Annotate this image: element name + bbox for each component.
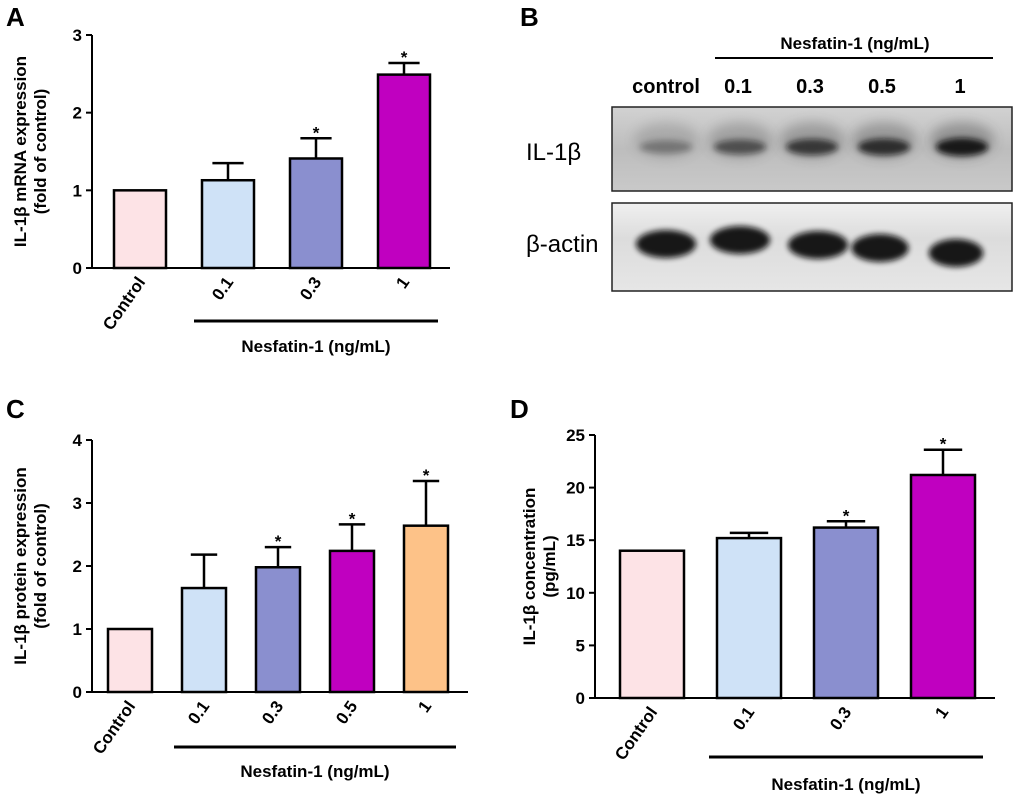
y-axis-label-line: (fold of control) <box>31 89 50 215</box>
y-axis-label-line: (pg/mL) <box>540 535 559 597</box>
y-axis-label: IL-1β protein expression(fold of control… <box>11 467 50 664</box>
blot-band-actin-3 <box>851 234 909 262</box>
x-tick-label: 0.1 <box>184 697 213 727</box>
western-blot-panel: Nesfatin-1 (ng/mL) control 0.1 0.3 0.5 1 IL-… <box>526 34 1013 292</box>
bar-0.1 <box>180 586 228 694</box>
chart-panel-a: 0 1 2 3 IL-1β mRNA expression(fold of contro… <box>11 26 450 356</box>
blot-lane-label-0: control <box>632 76 700 98</box>
panel-letter-a: A <box>6 2 25 32</box>
blot-lane-label-2: 0.3 <box>796 76 824 98</box>
x-tick-label: 0.3 <box>258 697 287 727</box>
group-label: Nesfatin-1 (ng/mL) <box>240 762 389 781</box>
bar-1 <box>402 524 450 694</box>
y-tick-label: 3 <box>73 26 82 45</box>
bar-0.3 <box>254 566 302 694</box>
x-tick-label: 0.3 <box>826 703 855 733</box>
y-tick-label: 1 <box>73 620 82 639</box>
y-axis-label-line: IL-1β mRNA expression <box>11 56 30 247</box>
x-tick-label: 0.1 <box>729 703 758 733</box>
blot-band-il1b-1 <box>714 139 766 155</box>
y-axis-label: IL-1β mRNA expression(fold of control) <box>11 56 50 247</box>
significance-star: * <box>275 532 282 551</box>
blot-band-il1b-0 <box>640 140 692 154</box>
y-tick-label: 5 <box>576 636 585 655</box>
y-tick-label: 10 <box>566 584 585 603</box>
bar-0.5 <box>328 549 376 694</box>
x-tick-label: 0.1 <box>208 273 237 303</box>
x-tick-label: Control <box>611 703 661 763</box>
y-tick-label: 15 <box>566 531 585 550</box>
blot-band-il1b-2 <box>786 139 838 155</box>
y-tick-label: 4 <box>73 431 83 450</box>
bar-control <box>112 189 168 270</box>
bar-control <box>106 627 154 694</box>
significance-star: * <box>313 123 320 142</box>
bar-0.1 <box>715 536 783 700</box>
blot-band-actin-2 <box>788 231 848 259</box>
bar-1 <box>909 473 977 700</box>
panel-letter-c: C <box>6 394 25 424</box>
blot-lane-label-1: 0.1 <box>724 76 752 98</box>
blot-group-label: Nesfatin-1 (ng/mL) <box>780 34 929 53</box>
blot-row-label-actin: β-actin <box>526 231 599 258</box>
significance-star: * <box>423 466 430 485</box>
blot-bands <box>634 122 994 267</box>
y-tick-label: 20 <box>566 479 585 498</box>
panel-letter-d: D <box>510 394 529 424</box>
blot-lane-label-3: 0.5 <box>868 76 896 98</box>
x-tick-label: 1 <box>931 703 952 722</box>
blot-lane-labels: control 0.1 0.3 0.5 1 <box>632 76 965 98</box>
group-label: Nesfatin-1 (ng/mL) <box>771 775 920 794</box>
bar-0.3 <box>812 526 880 700</box>
blot-band-il1b-3 <box>858 138 910 156</box>
blot-band-il1b-4 <box>936 138 988 156</box>
chart-panel-c: 0 1 2 3 4 IL-1β protein expression(fold of co… <box>11 431 468 781</box>
blot-band-actin-1 <box>710 226 770 254</box>
significance-star: * <box>349 509 356 528</box>
y-axis-label: IL-1β concentration(pg/mL) <box>520 488 559 646</box>
bar-0.3 <box>288 157 344 270</box>
bar-0.1 <box>200 178 256 270</box>
y-tick-label: 2 <box>73 104 82 123</box>
group-label: Nesfatin-1 (ng/mL) <box>241 337 390 356</box>
blot-row-label-il1b: IL-1β <box>526 139 581 166</box>
y-tick-label: 0 <box>576 689 585 708</box>
x-tick-label: Control <box>99 273 149 333</box>
x-tick-label: 1 <box>414 697 435 716</box>
y-tick-label: 2 <box>73 557 82 576</box>
x-tick-label: 1 <box>392 273 413 292</box>
chart-panel-d: 0 5 10 15 20 25 IL-1β concentration(pg/mL) Cont… <box>520 426 995 794</box>
y-axis-label-line: IL-1β protein expression <box>11 467 30 664</box>
significance-star: * <box>401 48 408 67</box>
bar-1 <box>376 73 432 270</box>
blot-band-actin-4 <box>928 239 984 267</box>
blot-lane-label-4: 1 <box>954 76 965 98</box>
x-tick-label: 0.5 <box>332 697 361 727</box>
y-tick-label: 3 <box>73 494 82 513</box>
x-tick-label: Control <box>89 697 139 757</box>
y-axis-label-line: IL-1β concentration <box>520 488 539 646</box>
x-tick-label: 0.3 <box>296 273 325 303</box>
y-tick-label: 25 <box>566 426 585 445</box>
y-tick-label: 1 <box>73 181 82 200</box>
significance-star: * <box>843 506 850 525</box>
y-axis-label-line: (fold of control) <box>31 503 50 629</box>
blot-band-actin-0 <box>636 230 696 258</box>
y-tick-label: 0 <box>73 683 82 702</box>
panel-letter-b: B <box>520 2 539 32</box>
significance-star: * <box>940 435 947 454</box>
y-tick-label: 0 <box>73 259 82 278</box>
bar-control <box>618 549 686 700</box>
